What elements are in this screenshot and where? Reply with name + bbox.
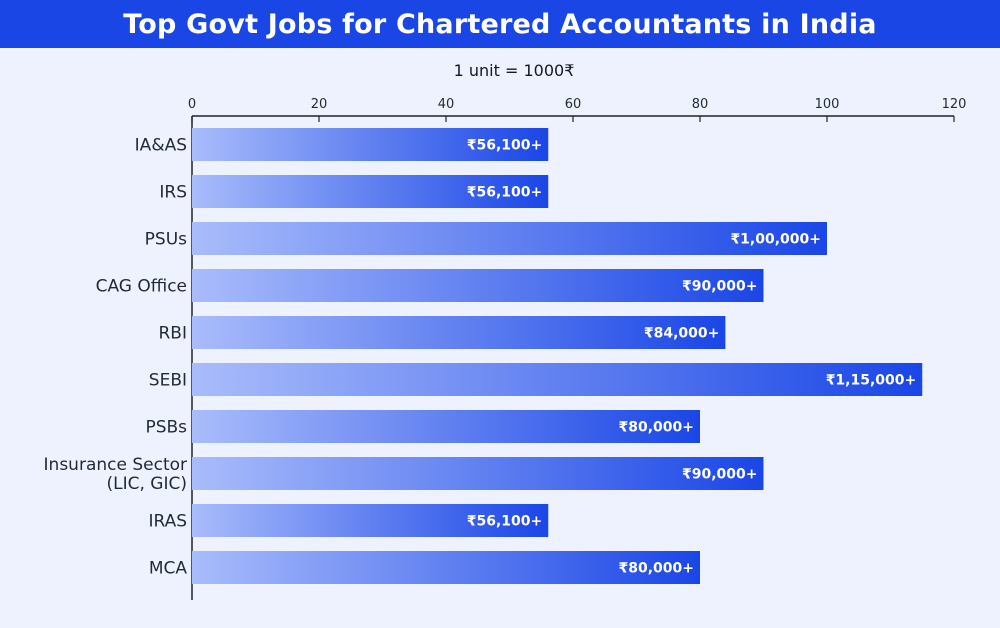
category-label: PSUs <box>145 230 187 250</box>
category-label: CAG Office <box>96 277 187 297</box>
bar-value-label: ₹1,00,000+ <box>730 232 821 248</box>
x-tick-label: 40 <box>438 97 455 112</box>
x-tick-label: 60 <box>565 97 582 112</box>
bar-value-label: ₹90,000+ <box>682 467 758 483</box>
x-tick-label: 0 <box>188 97 196 112</box>
unit-note: 1 unit = 1000₹ <box>454 61 575 80</box>
bar-value-label: ₹1,15,000+ <box>826 373 917 389</box>
bar <box>192 457 764 490</box>
chart-area: 1 unit = 1000₹ 0 20 40 60 80 100 120 ₹56,100+ I… <box>0 48 1000 628</box>
category-label: RBI <box>159 324 188 344</box>
category-label: IA&AS <box>135 136 187 156</box>
bar-chart: 1 unit = 1000₹ 0 20 40 60 80 100 120 ₹56,100+ I… <box>44 61 967 600</box>
category-label: PSBs <box>145 418 187 438</box>
bar <box>192 269 764 302</box>
bar-value-label: ₹80,000+ <box>619 561 695 577</box>
bar-value-label: ₹90,000+ <box>682 279 758 295</box>
x-tick-label: 100 <box>815 97 840 112</box>
bar-value-label: ₹56,100+ <box>467 185 543 201</box>
bar-value-label: ₹56,100+ <box>467 514 543 530</box>
bar-value-label: ₹80,000+ <box>619 420 695 436</box>
category-label: MCA <box>149 559 188 579</box>
category-label: (LIC, GIC) <box>107 474 187 494</box>
bar-value-label: ₹56,100+ <box>467 138 543 154</box>
category-label: Insurance Sector <box>44 455 187 475</box>
category-label: IRS <box>159 183 187 203</box>
x-tick-label: 80 <box>692 97 709 112</box>
category-label: IRAS <box>148 512 187 532</box>
bar <box>192 410 700 443</box>
bar <box>192 504 549 537</box>
bar <box>192 128 549 161</box>
x-tick-label: 120 <box>942 97 967 112</box>
bar <box>192 551 700 584</box>
chart-title: Top Govt Jobs for Chartered Accountants … <box>0 0 1000 48</box>
bar <box>192 316 726 349</box>
bar-value-label: ₹84,000+ <box>644 326 720 342</box>
bar <box>192 363 923 396</box>
category-label: SEBI <box>149 371 187 391</box>
bar <box>192 175 549 208</box>
bar <box>192 222 827 255</box>
x-tick-label: 20 <box>311 97 328 112</box>
